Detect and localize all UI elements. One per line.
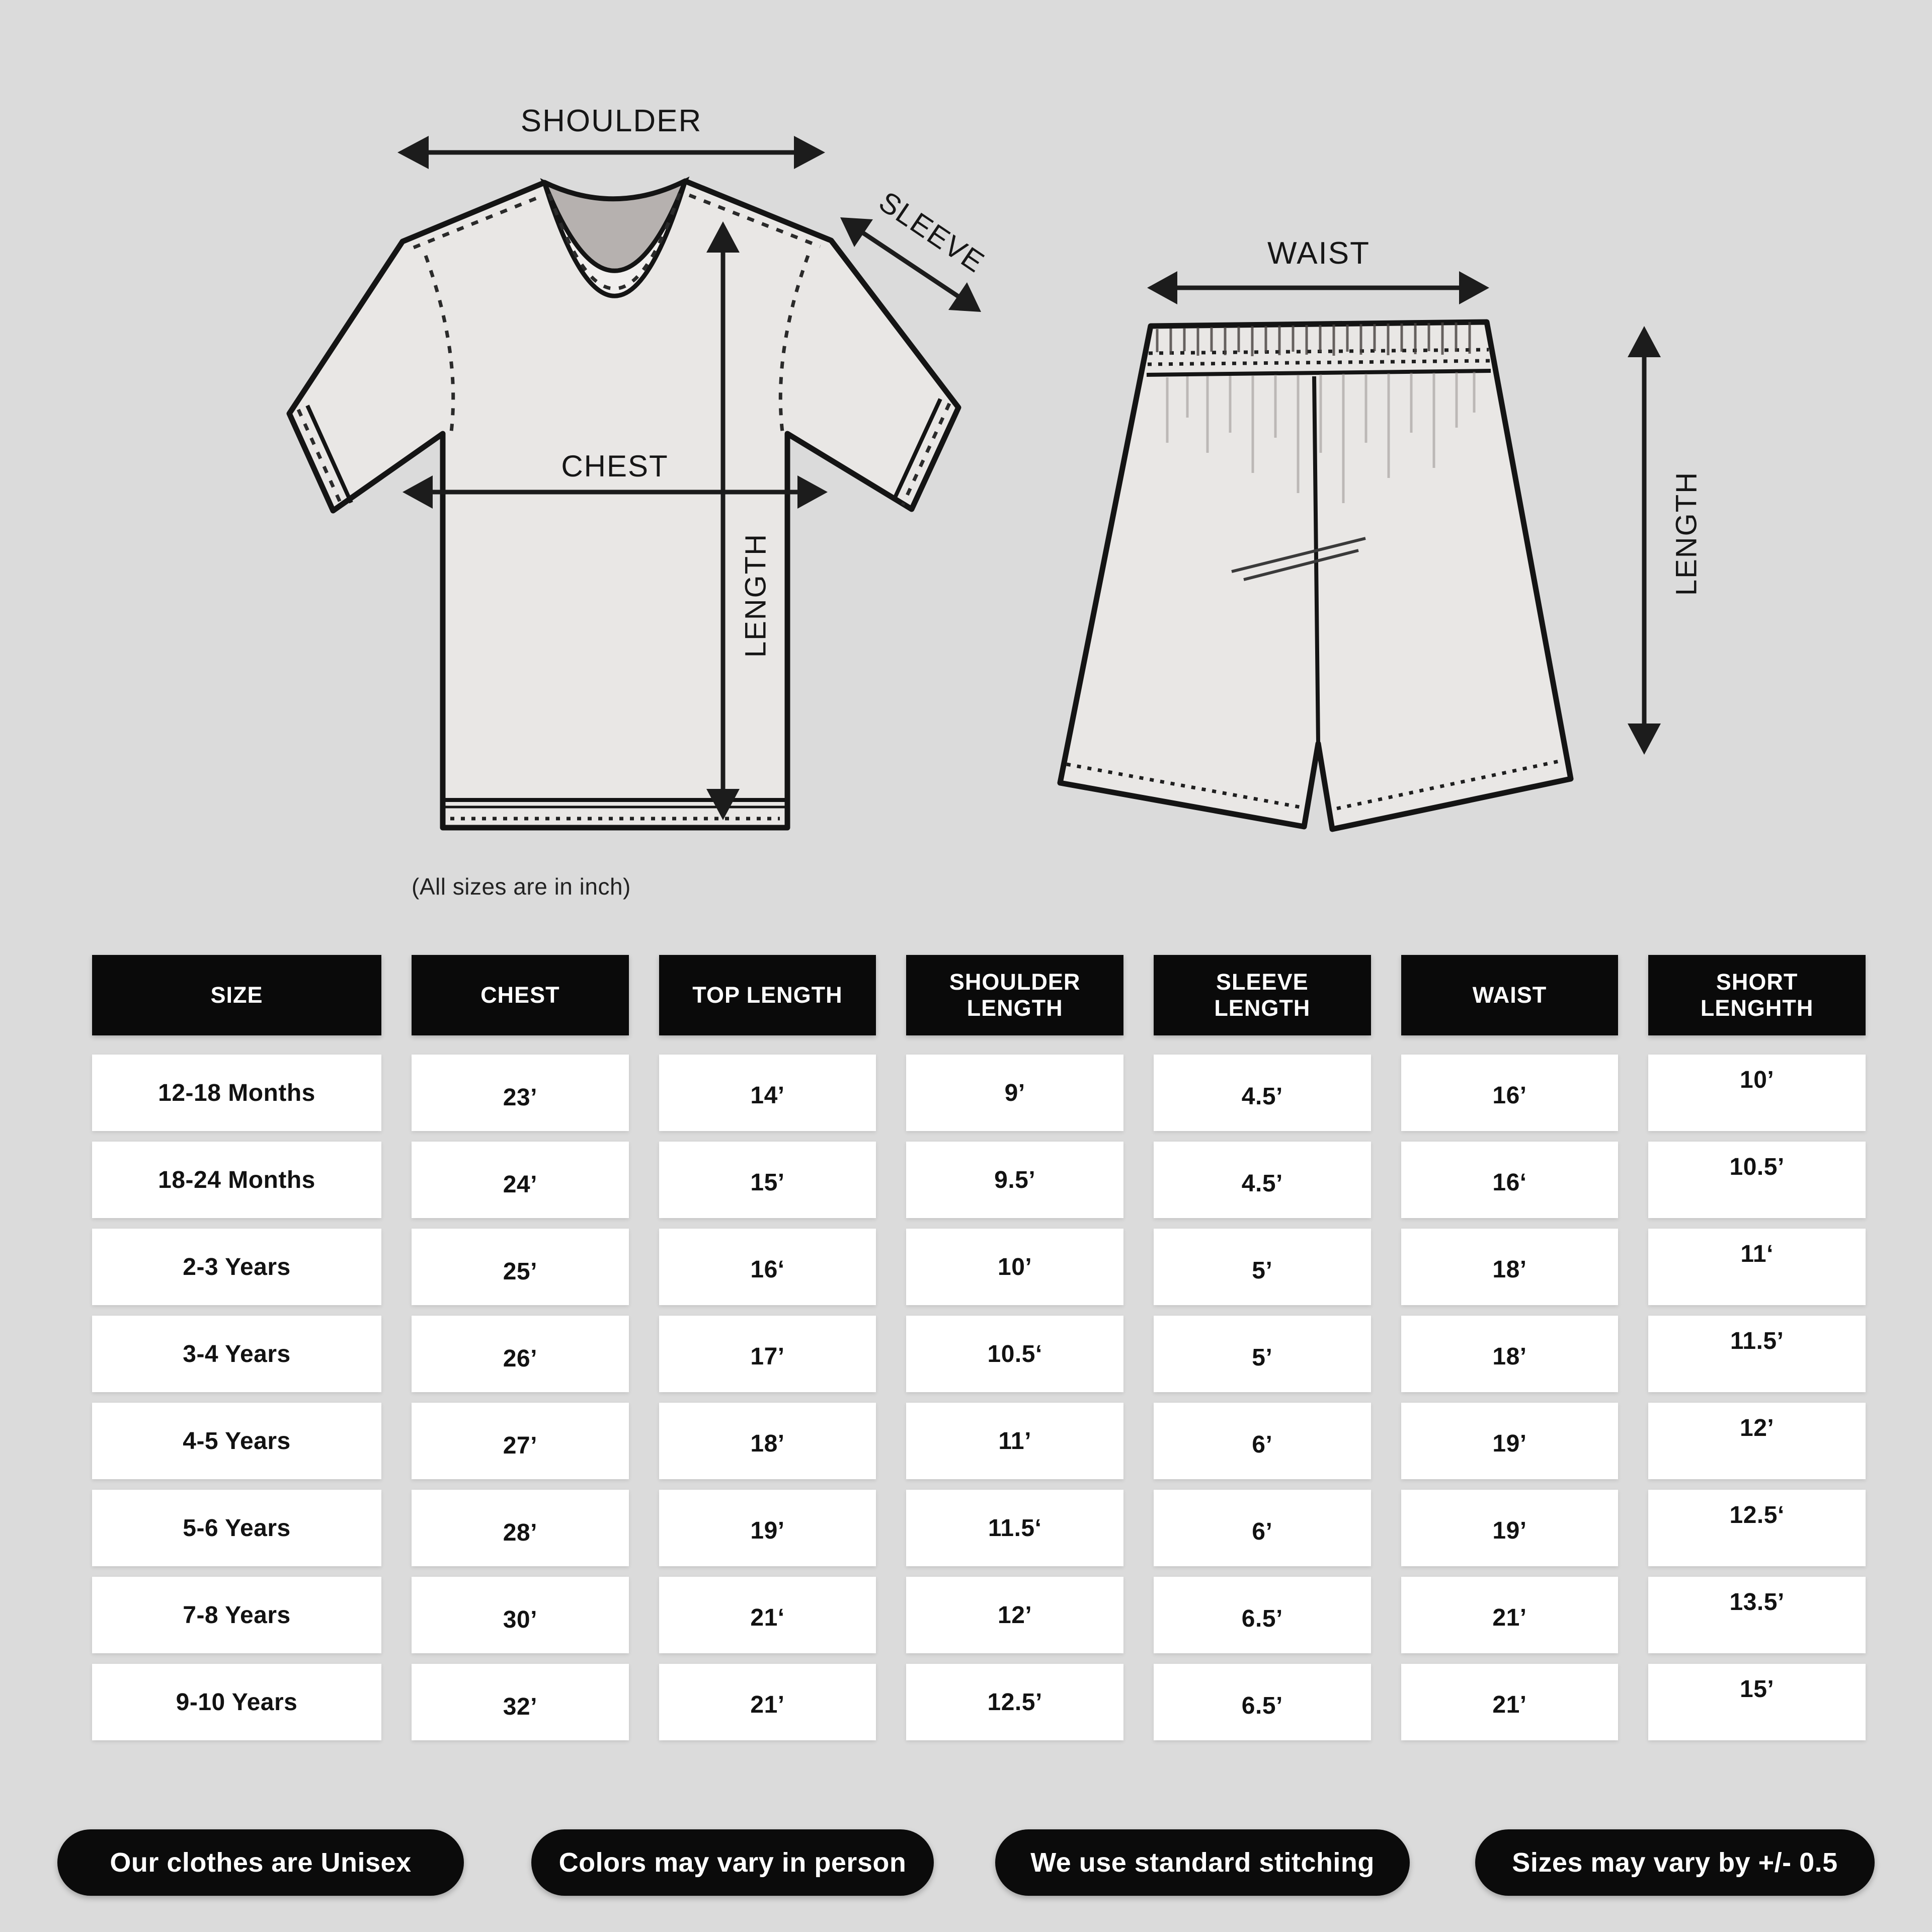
table-cell: 25’ (412, 1229, 629, 1305)
table-cell: 4.5’ (1153, 1055, 1371, 1131)
table-cell: 12.5‘ (1648, 1490, 1866, 1566)
units-note: (All sizes are in inch) (412, 873, 631, 900)
table-cell: 26’ (412, 1316, 629, 1392)
table-cell: 11.5’ (1648, 1316, 1866, 1392)
shorts-length-arrow (1628, 326, 1661, 755)
table-cell: 16‘ (1401, 1142, 1619, 1218)
table-cell: 28’ (412, 1490, 629, 1566)
table-cell: 30’ (412, 1577, 629, 1653)
table-cell: 12.5’ (906, 1664, 1123, 1740)
table-cell: 13.5’ (1648, 1577, 1866, 1653)
header-size: SIZE (92, 955, 381, 1035)
header-shoulder-length: SHOULDER LENGTH (906, 955, 1123, 1035)
badge-colors-vary: Colors may vary in person (531, 1829, 934, 1896)
table-cell: 10.5‘ (906, 1316, 1123, 1392)
table-cell: 9.5’ (906, 1142, 1123, 1218)
table-cell: 5-6 Years (92, 1490, 381, 1566)
table-cell: 18’ (659, 1403, 876, 1479)
table-cell: 2-3 Years (92, 1229, 381, 1305)
table-cell: 9-10 Years (92, 1664, 381, 1740)
table-cell: 4.5’ (1153, 1142, 1371, 1218)
table-cell: 10’ (1648, 1055, 1866, 1131)
badge-stitching: We use standard stitching (995, 1829, 1410, 1896)
tshirt-length-arrow (706, 221, 740, 820)
table-cell: 9’ (906, 1055, 1123, 1131)
table-cell: 10.5’ (1648, 1142, 1866, 1218)
table-cell: 19’ (659, 1490, 876, 1566)
size-table-body: 12-18 Months 23’ 14’ 9’ 4.5’ 16’ 10’ 18-… (92, 1055, 1866, 1740)
table-cell: 10’ (906, 1229, 1123, 1305)
table-cell: 18-24 Months (92, 1142, 381, 1218)
table-cell: 24’ (412, 1142, 629, 1218)
table-cell: 6’ (1153, 1490, 1371, 1566)
table-cell: 14’ (659, 1055, 876, 1131)
waist-arrow (1147, 271, 1489, 304)
shoulder-label: SHOULDER (520, 104, 702, 138)
table-cell: 3-4 Years (92, 1316, 381, 1392)
table-cell: 32’ (412, 1664, 629, 1740)
table-cell: 4-5 Years (92, 1403, 381, 1479)
table-cell: 12’ (1648, 1403, 1866, 1479)
table-cell: 18’ (1401, 1316, 1619, 1392)
tshirt-collar-band (542, 180, 688, 298)
table-cell: 17’ (659, 1316, 876, 1392)
table-cell: 21’ (659, 1664, 876, 1740)
tshirt-length-label: LENGTH (739, 533, 772, 658)
garment-diagrams (286, 136, 1661, 832)
badge-size-tolerance: Sizes may vary by +/- 0.5 (1475, 1829, 1875, 1896)
waist-label: WAIST (1267, 236, 1371, 271)
header-chest: CHEST (412, 955, 629, 1035)
sleeve-arrow (840, 217, 981, 312)
table-cell: 21‘ (659, 1577, 876, 1653)
table-cell: 23’ (412, 1055, 629, 1131)
chest-arrow (403, 475, 828, 509)
table-cell: 6.5’ (1153, 1664, 1371, 1740)
header-sleeve-length: SLEEVE LENGTH (1153, 955, 1371, 1035)
header-top-length: TOP LENGTH (659, 955, 876, 1035)
table-cell: 19’ (1401, 1403, 1619, 1479)
table-cell: 12’ (906, 1577, 1123, 1653)
table-cell: 21’ (1401, 1664, 1619, 1740)
shorts-illustration (1057, 319, 1574, 832)
table-cell: 5’ (1153, 1229, 1371, 1305)
badge-unisex: Our clothes are Unisex (57, 1829, 464, 1896)
size-table-header: SIZE CHEST TOP LENGTH SHOULDER LENGTH SL… (92, 955, 1866, 1035)
table-cell: 12-18 Months (92, 1055, 381, 1131)
table-cell: 19’ (1401, 1490, 1619, 1566)
header-short-length: SHORT LENGHTH (1648, 955, 1866, 1035)
table-cell: 15’ (659, 1142, 876, 1218)
table-cell: 15’ (1648, 1664, 1866, 1740)
table-cell: 11’ (906, 1403, 1123, 1479)
table-cell: 16’ (1401, 1055, 1619, 1131)
table-cell: 21’ (1401, 1577, 1619, 1653)
shorts-length-label: LENGTH (1670, 471, 1703, 596)
table-cell: 6’ (1153, 1403, 1371, 1479)
table-cell: 7-8 Years (92, 1577, 381, 1653)
table-cell: 6.5’ (1153, 1577, 1371, 1653)
shoulder-arrow (397, 136, 825, 169)
table-cell: 11.5‘ (906, 1490, 1123, 1566)
tshirt-illustration (286, 176, 961, 831)
table-cell: 18’ (1401, 1229, 1619, 1305)
table-cell: 11‘ (1648, 1229, 1866, 1305)
chest-label: CHEST (561, 449, 669, 483)
header-waist: WAIST (1401, 955, 1619, 1035)
table-cell: 5’ (1153, 1316, 1371, 1392)
table-cell: 16‘ (659, 1229, 876, 1305)
table-cell: 27’ (412, 1403, 629, 1479)
